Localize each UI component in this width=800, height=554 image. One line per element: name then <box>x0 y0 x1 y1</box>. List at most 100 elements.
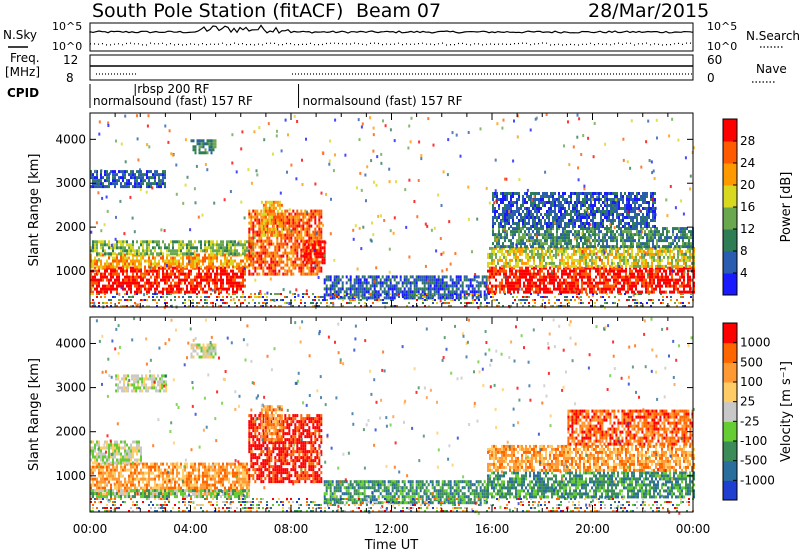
heatmap-cell <box>134 269 136 273</box>
heatmap-cell <box>591 261 593 265</box>
heatmap-cell <box>525 249 527 253</box>
heatmap-cell <box>564 225 566 228</box>
heatmap-cell <box>180 287 182 291</box>
heatmap-cell <box>204 284 206 288</box>
heatmap-cell <box>242 281 244 285</box>
heatmap-cell <box>142 252 144 256</box>
heatmap-cell <box>128 278 130 282</box>
heatmap-cell <box>136 240 138 244</box>
heatmap-cell <box>596 233 598 237</box>
heatmap-cell <box>312 215 315 219</box>
heatmap-cell <box>208 281 210 285</box>
heatmap-cell <box>626 245 628 249</box>
heatmap-cell <box>156 185 158 189</box>
heatmap-cell <box>632 236 634 240</box>
heatmap-cell <box>624 230 626 234</box>
heatmap-cell <box>208 287 210 291</box>
heatmap-cell <box>591 281 593 285</box>
heatmap-cell <box>220 275 222 279</box>
heatmap-cell <box>581 246 583 250</box>
heatmap-cell <box>519 269 521 273</box>
heatmap-cell <box>148 284 150 288</box>
heatmap-cell <box>683 278 685 282</box>
heatmap-cell <box>517 246 519 250</box>
heatmap-cell <box>240 272 242 276</box>
heatmap-cell <box>401 290 404 294</box>
heatmap-cell <box>359 290 362 294</box>
heatmap-cell <box>525 252 527 256</box>
heatmap-cell <box>522 210 524 213</box>
heatmap-cell <box>518 207 520 210</box>
heatmap-cell <box>653 287 655 291</box>
heatmap-cell <box>621 266 623 270</box>
heatmap-cell <box>114 182 116 186</box>
heatmap-cell <box>305 240 308 244</box>
heatmap-cell <box>533 269 535 273</box>
heatmap-cell <box>168 259 170 263</box>
heatmap-cell <box>142 278 144 282</box>
heatmap-cell <box>329 278 332 282</box>
heatmap-cell <box>571 261 573 265</box>
heatmap-cell <box>504 222 506 225</box>
heatmap-cell <box>491 272 493 276</box>
heatmap-cell <box>246 249 248 253</box>
heatmap-cell <box>120 252 122 256</box>
heatmap-cell <box>498 242 500 246</box>
heatmap-cell <box>142 249 144 253</box>
heatmap-cell <box>637 258 639 262</box>
heatmap-cell <box>248 209 251 213</box>
heatmap-cell <box>280 260 283 264</box>
heatmap-cell <box>514 210 516 213</box>
heatmap-cell <box>212 142 215 146</box>
heatmap-cell <box>656 245 658 249</box>
heatmap-cell <box>425 296 428 300</box>
heatmap-cell <box>94 249 96 253</box>
heatmap-cell <box>573 287 575 291</box>
heatmap-cell <box>558 236 560 240</box>
heatmap-cell <box>633 281 635 285</box>
heatmap-cell <box>663 269 665 273</box>
heatmap-cell <box>505 281 507 285</box>
heatmap-cell <box>539 264 541 268</box>
heatmap-cell <box>210 278 212 282</box>
heatmap-cell <box>557 269 559 273</box>
heatmap-cell <box>561 246 563 250</box>
heatmap-cell <box>108 176 110 180</box>
heatmap-cell <box>572 192 574 195</box>
heatmap-cell <box>669 246 671 250</box>
heatmap-cell <box>520 245 522 249</box>
heatmap-cell <box>363 296 366 300</box>
cpid-segment-label: normalsound (fast) 157 RF <box>93 94 253 108</box>
heatmap-cell <box>556 230 558 234</box>
heatmap-cell <box>635 261 637 265</box>
heatmap-cell <box>586 201 588 204</box>
heatmap-cell <box>517 284 519 288</box>
heatmap-cell <box>558 195 560 198</box>
heatmap-cell <box>611 290 613 294</box>
heatmap-cell <box>671 255 673 259</box>
heatmap-cell <box>286 221 289 225</box>
heatmap-cell <box>596 207 598 210</box>
heatmap-cell <box>544 201 546 204</box>
heatmap-cell <box>659 287 661 291</box>
heatmap-cell <box>556 242 558 246</box>
heatmap-cell <box>624 192 626 195</box>
heatmap-cell <box>606 239 608 243</box>
heatmap-cell <box>184 290 186 294</box>
heatmap-cell <box>100 246 102 250</box>
heatmap-cell <box>463 293 466 297</box>
heatmap-cell <box>100 287 102 291</box>
heatmap-cell <box>583 272 585 276</box>
heatmap-cell <box>553 275 555 279</box>
heatmap-cell <box>260 242 263 246</box>
heatmap-cell <box>200 240 202 244</box>
heatmap-cell <box>590 242 592 246</box>
heatmap-cell <box>658 245 660 249</box>
heatmap-cell <box>146 185 148 189</box>
heatmap-cell <box>595 266 597 270</box>
heatmap-cell <box>224 253 226 257</box>
heatmap-cell <box>563 287 565 291</box>
heatmap-cell <box>678 227 680 231</box>
heatmap-cell <box>108 246 110 250</box>
heatmap-cell <box>114 185 116 189</box>
